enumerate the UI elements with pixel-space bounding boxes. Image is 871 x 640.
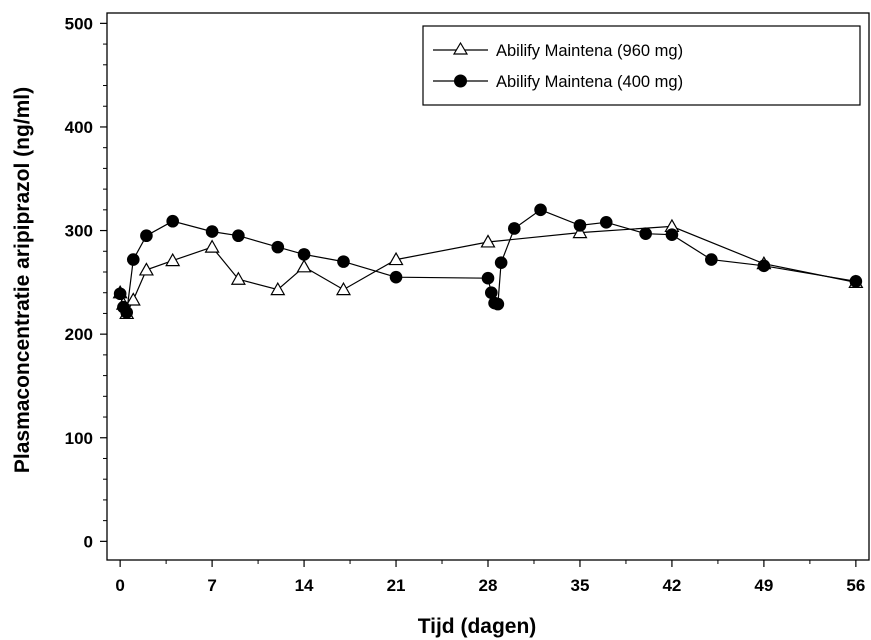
data-point-960: [270, 281, 286, 296]
y-tick-label: 100: [65, 429, 93, 448]
legend-label-400: Abilify Maintena (400 mg): [496, 73, 683, 91]
x-axis-title: Tijd (dagen): [418, 615, 537, 638]
legend-marker-960: [452, 41, 469, 55]
data-point-400: [120, 306, 134, 319]
data-point-400: [166, 214, 179, 228]
data-point-400: [494, 256, 508, 269]
data-point-960: [138, 262, 154, 276]
data-point-400: [849, 275, 863, 288]
data-point-400: [140, 229, 153, 243]
x-tick-label: 35: [571, 576, 590, 595]
x-tick-label: 56: [846, 576, 865, 595]
data-point-400: [665, 228, 679, 242]
axes: 0 7 14 21 28 35 42 49 56 0 100 200 300 400 500: [65, 12, 870, 595]
data-point-400: [534, 203, 547, 217]
series-layer: [112, 203, 864, 320]
data-point-400: [481, 271, 495, 285]
data-point-400: [757, 259, 771, 273]
data-point-400: [232, 229, 245, 243]
data-point-400: [705, 253, 718, 266]
data-point-960: [335, 281, 352, 296]
data-point-960: [480, 234, 496, 248]
y-tick-label: 200: [65, 325, 93, 344]
legend-marker-400: [454, 74, 467, 88]
data-point-960: [165, 252, 181, 267]
x-tick-label: 28: [479, 576, 498, 595]
x-tick-label: 21: [387, 576, 406, 595]
data-point-960: [230, 271, 246, 285]
data-point-960: [388, 251, 404, 266]
legend-box: [422, 25, 861, 106]
y-tick-label: 400: [65, 118, 93, 137]
data-point-400: [126, 253, 140, 266]
x-tick-label: 0: [115, 576, 124, 595]
data-point-400: [337, 255, 350, 268]
x-tick-label: 14: [295, 576, 314, 595]
legend-label-960: Abilify Maintena (960 mg): [496, 42, 683, 60]
y-axis-title: Plasmaconcentratie aripiprazol (ng/ml): [11, 87, 34, 473]
y-tick-label: 300: [65, 222, 93, 241]
data-point-960: [296, 259, 312, 273]
legend: Abilify Maintena (960 mg) Abilify Mainte…: [422, 25, 861, 106]
data-point-400: [297, 248, 311, 261]
data-point-400: [389, 270, 403, 284]
data-point-400: [484, 286, 498, 300]
data-point-400: [573, 219, 587, 232]
data-point-400: [639, 227, 652, 240]
data-point-400: [205, 225, 219, 238]
data-point-400: [507, 222, 521, 235]
y-tick-label: 500: [65, 14, 93, 33]
data-point-400: [271, 240, 285, 254]
x-tick-label: 7: [207, 576, 216, 595]
y-tick-label: 0: [84, 532, 93, 551]
data-point-400: [113, 287, 127, 301]
x-tick-label: 49: [754, 576, 773, 595]
data-point-960: [572, 224, 588, 239]
x-tick-label: 42: [662, 576, 681, 595]
data-point-400: [599, 215, 613, 229]
data-point-960: [125, 292, 141, 306]
data-point-960: [204, 239, 220, 253]
data-point-400: [491, 297, 505, 311]
